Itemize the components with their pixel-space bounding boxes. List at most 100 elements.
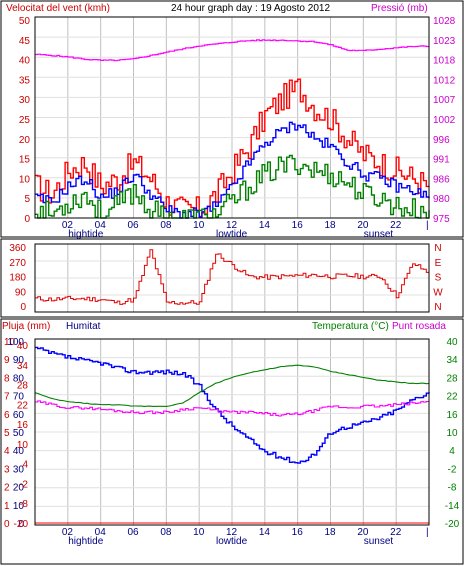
rain-axis-title: Pluja (mm) <box>2 321 50 332</box>
direction-plot-frame <box>34 243 430 313</box>
x-tick-label: 16 <box>292 220 304 231</box>
x-marker-label: hightide <box>68 536 103 547</box>
y-tick-label: 35 <box>19 75 31 86</box>
y-tick-label: -20 <box>445 519 460 530</box>
x-tick-label: 22 <box>390 527 402 538</box>
y-tick-label: 4 <box>449 446 455 457</box>
y-tick-label: 34 <box>17 361 29 372</box>
y-tick-label: 1007 <box>433 95 456 106</box>
direction-degree-axis: 0 90 180 270 360 <box>9 243 26 313</box>
y-tick-label: -14 <box>445 501 460 512</box>
x-tick-label: 06 <box>128 220 140 231</box>
y-tick-label: 20 <box>19 135 31 146</box>
y-tick-label: N <box>434 243 441 254</box>
y-tick-label: 25 <box>19 115 31 126</box>
y-tick-label: 10 <box>19 174 31 185</box>
temperature-plot-frame <box>34 338 430 526</box>
y-tick-label: 7 <box>4 392 10 403</box>
y-tick-label: 0 <box>18 519 24 530</box>
y-tick-label: 1028 <box>433 16 456 27</box>
direction-series <box>35 249 430 305</box>
temperature-right-axis: -20 -14 -8 -2 4 10 16 22 28 34 40 <box>445 337 460 530</box>
y-tick-label: 1012 <box>433 75 456 86</box>
y-tick-label: -20 <box>14 519 29 530</box>
y-tick-label: 270 <box>9 258 26 269</box>
y-tick-label: 996 <box>433 135 450 146</box>
wind-speed-axis: 0 5 10 15 20 25 30 35 40 45 50 <box>19 16 31 225</box>
x-tick-label: 08 <box>160 220 172 231</box>
dewpoint-series-line <box>35 400 430 417</box>
x-tick-label: 14 <box>259 527 271 538</box>
x-tick-label: 16 <box>292 527 304 538</box>
y-tick-label: 34 <box>446 355 458 366</box>
pressure-axis-title: Pressió (mb) <box>371 3 428 14</box>
x-tick-label: 10 <box>193 527 205 538</box>
temperature-axis-title: Temperatura (°C) <box>312 321 389 332</box>
temperature-grid <box>35 339 429 525</box>
y-tick-label: 40 <box>13 446 25 457</box>
x-tick-label: 08 <box>160 527 172 538</box>
x-tick-label: 20 <box>357 220 369 231</box>
wind-min-series-line <box>35 154 430 219</box>
y-tick-label: N <box>434 302 441 313</box>
temperature-left-axis: -20 -8 -2 4 10 16 22 28 34 40 <box>14 341 29 530</box>
y-tick-label: 90 <box>13 355 25 366</box>
x-tick-label: 12 <box>226 527 238 538</box>
y-tick-label: -2 <box>19 479 28 490</box>
x-tick-label: 10 <box>193 220 205 231</box>
rain-axis: 0 1 2 3 4 5 6 7 8 9 10 <box>4 337 16 530</box>
x-tick-label: 12 <box>226 220 238 231</box>
x-tick-label: 04 <box>95 220 107 231</box>
y-tick-label: 360 <box>9 243 26 254</box>
y-tick-label: 180 <box>9 273 26 284</box>
y-tick-label: E <box>435 258 442 269</box>
wind-plot-frame <box>34 16 430 219</box>
y-tick-label: 60 <box>13 410 25 421</box>
y-tick-label: 10 <box>13 501 25 512</box>
x-marker-label: sunset <box>364 536 394 547</box>
y-tick-label: 40 <box>19 56 31 67</box>
temperature-series <box>34 346 430 524</box>
y-tick-label: 40 <box>446 337 458 348</box>
y-tick-label: 1018 <box>433 56 456 67</box>
y-tick-label: 10 <box>4 337 16 348</box>
y-tick-label: 2 <box>4 483 10 494</box>
y-tick-label: 1002 <box>433 115 456 126</box>
y-tick-label: 975 <box>433 214 450 225</box>
x-tick-label: 18 <box>325 220 337 231</box>
y-tick-label: 3 <box>4 464 10 475</box>
y-tick-label: 16 <box>446 410 458 421</box>
wind-time-axis: 02 04 06 08 10 12 14 16 18 20 22 | hightide lowtide su… <box>62 220 429 240</box>
wind-axis-title: Velocitat del vent (kmh) <box>6 3 110 14</box>
x-marker-label: lowtide <box>216 536 248 547</box>
wind-avg-series-line <box>35 121 430 219</box>
y-tick-label: 0 <box>20 302 26 313</box>
y-tick-label: 0 <box>24 214 30 225</box>
x-tick-label: 02 <box>62 527 74 538</box>
y-tick-label: 20 <box>13 483 25 494</box>
y-tick-label: 22 <box>17 400 29 411</box>
y-tick-label: 10 <box>17 440 29 451</box>
y-tick-label: 4 <box>4 446 10 457</box>
pressure-axis: 975 980 986 991 996 1002 1007 1012 1018 1023 1028 <box>433 16 456 225</box>
y-tick-label: 50 <box>19 16 31 27</box>
y-tick-label: 5 <box>24 194 30 205</box>
y-tick-label: 6 <box>4 410 10 421</box>
x-tick-label: 06 <box>128 527 140 538</box>
y-tick-label: 100 <box>7 337 24 348</box>
y-tick-label: W <box>433 287 443 298</box>
y-tick-label: 40 <box>17 341 29 352</box>
y-tick-label: -8 <box>19 499 28 510</box>
y-tick-label: 991 <box>433 155 450 166</box>
y-tick-label: 22 <box>446 392 458 403</box>
y-tick-label: S <box>435 273 442 284</box>
y-tick-label: 1023 <box>433 36 456 47</box>
y-tick-label: 8 <box>4 373 10 384</box>
x-marker-label: hightide <box>68 229 103 240</box>
y-tick-label: 50 <box>13 428 25 439</box>
y-tick-label: 30 <box>13 464 25 475</box>
y-tick-label: 1 <box>4 501 10 512</box>
